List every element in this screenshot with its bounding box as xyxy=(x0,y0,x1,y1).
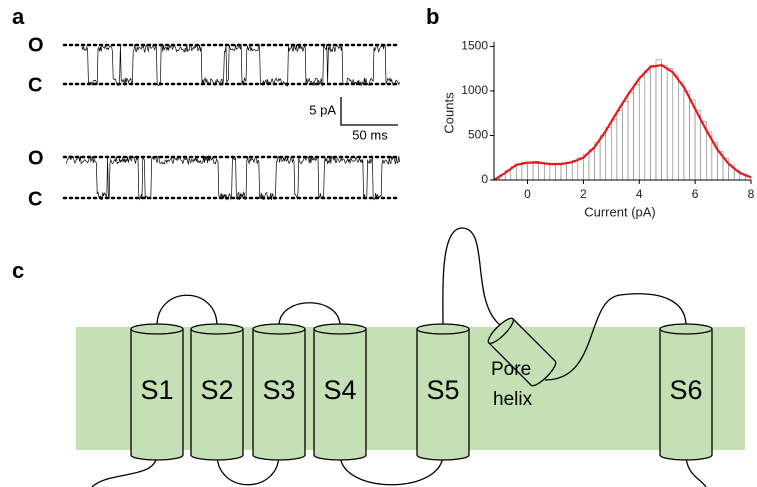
pore-label: Pore xyxy=(491,359,531,380)
histogram: 0 2 4 6 8 0 500 1000 1500 xyxy=(461,39,754,202)
open-label: O xyxy=(28,147,44,169)
x-tick-label: 2 xyxy=(580,187,587,201)
y-tick-label: 1500 xyxy=(461,39,488,53)
x-tick-label: 6 xyxy=(692,187,699,201)
bar xyxy=(599,135,607,181)
bar xyxy=(683,90,690,181)
bar xyxy=(538,162,545,181)
bar xyxy=(516,163,523,181)
segment-label: S3 xyxy=(262,375,295,405)
segment-label: S5 xyxy=(426,375,459,405)
pore-label: helix xyxy=(493,389,533,410)
bar xyxy=(571,160,579,181)
scale-x-label: 50 ms xyxy=(352,127,388,142)
bar xyxy=(644,70,651,181)
segment-label: S4 xyxy=(323,375,356,405)
y-tick-label: 0 xyxy=(481,172,488,186)
y-axis-label: Counts xyxy=(441,92,456,134)
bar xyxy=(672,74,679,181)
x-tick-label: 4 xyxy=(636,187,643,201)
loops xyxy=(91,227,707,487)
segment-label: S6 xyxy=(669,375,702,405)
x-tick-label: 8 xyxy=(748,187,755,201)
segment-label: S2 xyxy=(200,375,233,405)
fit-curve xyxy=(493,63,752,181)
bar xyxy=(638,76,646,181)
traces xyxy=(65,43,400,201)
bar xyxy=(633,84,640,181)
scale-bar xyxy=(340,97,398,126)
open-label: O xyxy=(28,34,44,56)
bar xyxy=(560,162,567,181)
bar xyxy=(666,68,674,181)
segments xyxy=(130,317,713,461)
closed-label: C xyxy=(28,74,42,96)
bar xyxy=(661,64,668,181)
bar xyxy=(566,161,573,181)
bar xyxy=(594,142,601,181)
bar xyxy=(543,163,551,181)
bar xyxy=(622,101,629,181)
panel-label: a xyxy=(12,4,25,29)
segment-label: S1 xyxy=(140,375,173,405)
bar xyxy=(588,149,595,181)
bar xyxy=(527,162,534,181)
bar xyxy=(555,163,562,181)
bar xyxy=(678,81,685,181)
current-trace xyxy=(81,43,400,87)
bar xyxy=(549,164,556,181)
bar xyxy=(694,110,702,181)
panel-label: c xyxy=(12,258,24,283)
y-tick-label: 1000 xyxy=(461,83,488,97)
x-axis-label: Current (pA) xyxy=(584,204,656,219)
panel-label: b xyxy=(426,4,439,29)
current-trace xyxy=(65,155,400,201)
bar xyxy=(655,59,662,181)
x-tick-label: 0 xyxy=(524,187,531,201)
bar xyxy=(616,110,623,181)
bar xyxy=(627,92,634,181)
y-tick-label: 500 xyxy=(468,128,488,142)
scale-y-label: 5 pA xyxy=(309,102,336,117)
bar xyxy=(577,157,584,181)
bar xyxy=(532,161,539,181)
membrane xyxy=(76,327,745,450)
bar xyxy=(605,127,612,181)
bar xyxy=(689,99,696,181)
bar xyxy=(521,161,528,181)
bar xyxy=(650,64,657,181)
closed-label: C xyxy=(28,188,42,210)
bar xyxy=(611,119,618,181)
